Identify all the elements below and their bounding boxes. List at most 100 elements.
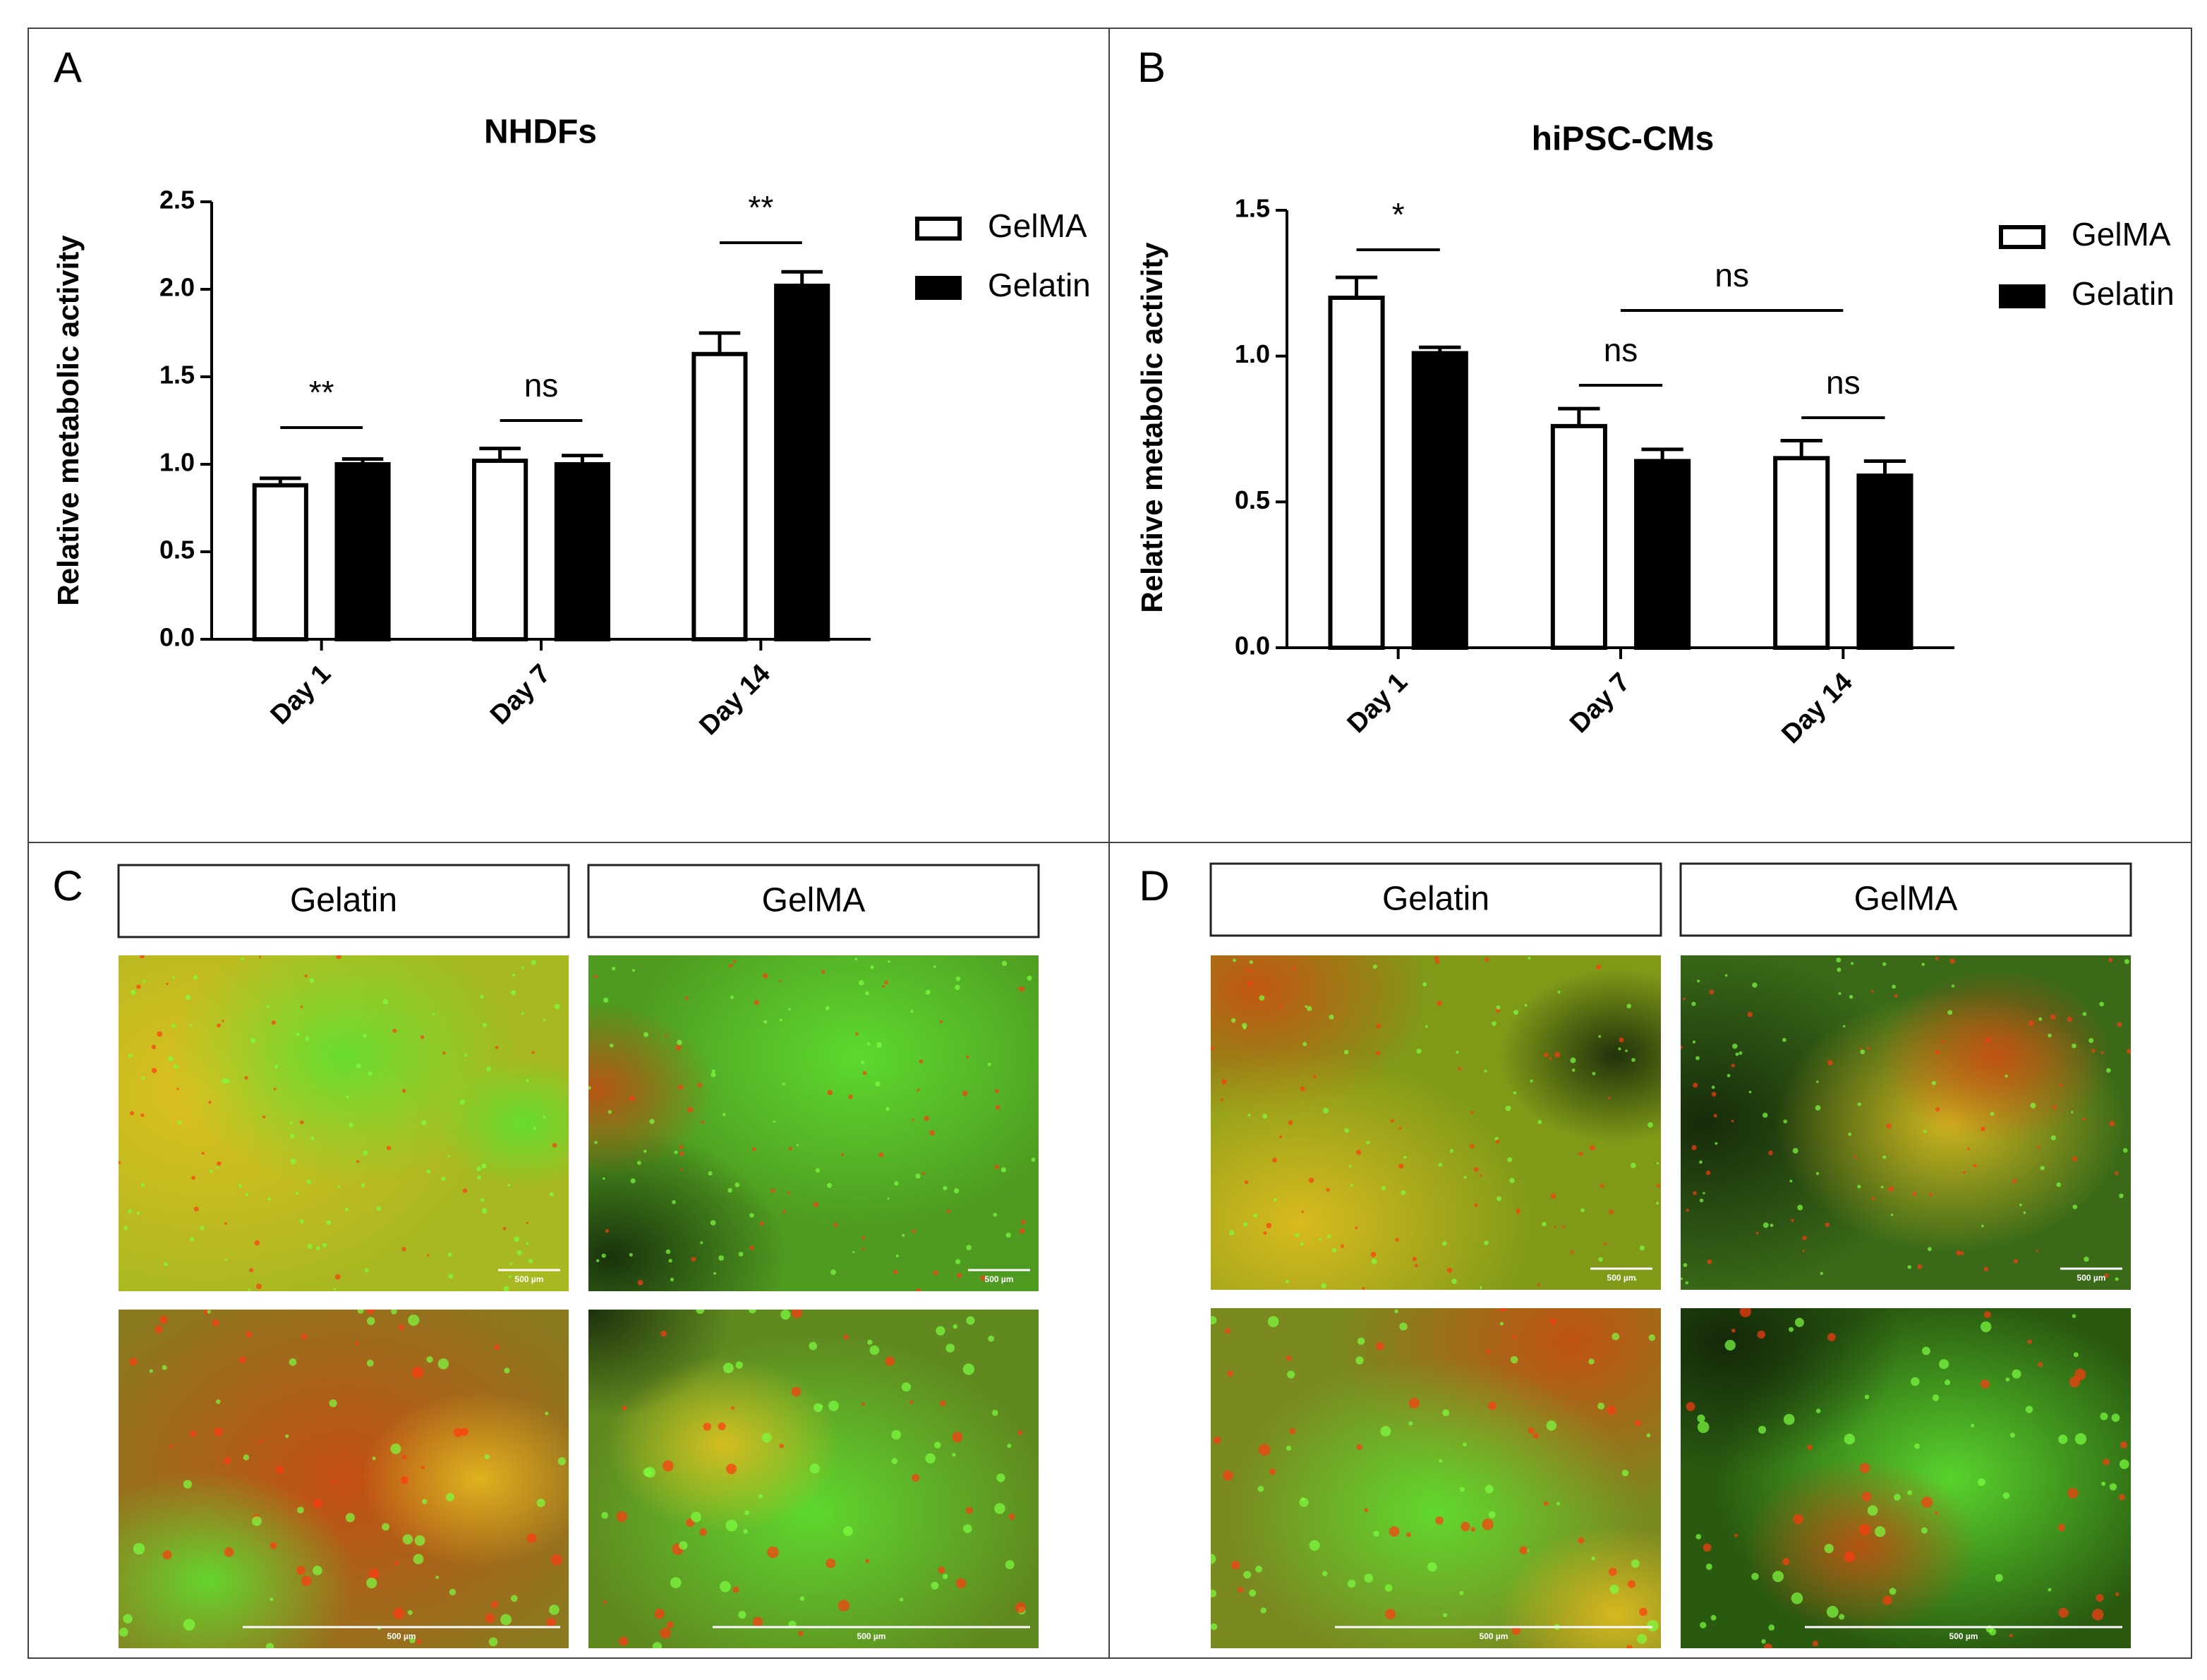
cell-dot [1482,1518,1494,1530]
cell-dot [416,1639,422,1645]
cell-dot [1438,1163,1443,1167]
cell-dot [136,1211,140,1216]
cell-dot [526,1242,529,1245]
y-tick-label: 1.0 [159,448,195,477]
cell-dot [536,1498,545,1508]
cell-dot [1486,1349,1491,1354]
cell-dot [1005,1232,1012,1238]
cell-dot [2082,1012,2087,1016]
cell-dot [663,1460,674,1472]
cell-dot [1608,1567,1617,1576]
cell-dot [1923,1130,1927,1133]
cell-dot [1882,1155,1887,1159]
cell-dot [1375,1051,1381,1056]
cell-dot [245,1192,249,1197]
cell-dot [129,1358,138,1366]
cell-dot [758,1494,763,1499]
column-header-box [1679,862,2132,937]
column-header: GelMA [762,882,866,919]
cell-dot [1783,1413,1795,1425]
cell-dot [1484,1240,1489,1245]
cell-dot [1691,1001,1696,1006]
cell-dot [759,1221,764,1226]
cell-dot [1323,1108,1329,1114]
cell-dot [301,1333,308,1340]
cell-dot [190,1024,193,1027]
cell-dot [421,1120,427,1125]
cell-dot [313,1499,322,1508]
cell-dot [171,1023,176,1029]
cell-dot [1279,1135,1283,1139]
micrograph-glow [1211,1049,1535,1290]
cell-dot [162,1365,167,1370]
cell-dot [1000,1167,1007,1173]
cell-dot [752,1616,763,1627]
cell-dot [1288,1120,1293,1125]
cell-dot [476,1166,481,1171]
cell-dot [2088,1038,2094,1044]
cell-dot [289,1358,297,1366]
cell-dot [159,1315,168,1324]
cell-dot [1530,1079,1533,1083]
cell-dot [1734,1533,1739,1537]
cell-dot [526,1221,529,1224]
cell-dot [675,1045,682,1051]
cell-dot [1357,1337,1365,1346]
cell-dot [1461,1521,1470,1532]
significance-label: ns [1826,364,1861,401]
cell-dot [509,1262,513,1266]
micrograph-glow [1499,968,1661,1143]
cell-dot [652,1642,663,1648]
cell-dot [1977,1477,1985,1486]
cell-dot [1312,1075,1317,1079]
cell-dot [1755,1231,1759,1235]
cell-dot [1247,1113,1251,1117]
cell-dot [244,1075,248,1080]
cell-dot [543,1018,546,1022]
cell-dot [1598,1034,1602,1038]
cell-dot [1364,1573,1374,1583]
cell-dot [1220,1098,1224,1101]
cell-dot [882,985,885,989]
cell-dot [711,1069,715,1073]
bar [1634,459,1691,650]
cell-dot [722,1362,734,1374]
bar [1550,423,1607,650]
cell-dot [1255,1565,1262,1573]
cell-dot [1892,984,1896,989]
cell-dot [1257,1485,1264,1492]
cell-dot [1355,1149,1362,1155]
cell-dot [521,966,524,969]
cell-dot [917,1088,920,1092]
cell-dot [1880,1185,1884,1189]
cell-dot [726,1463,737,1475]
cell-dot [201,1152,205,1155]
cell-dot [550,1554,562,1566]
cell-dot [1768,1624,1775,1631]
cell-dot [382,998,389,1005]
cell-dot [1762,1112,1768,1118]
cell-dot [885,1106,890,1111]
cell-dot [2126,1049,2131,1054]
cell-dot [622,1405,627,1410]
cell-dot [854,957,858,961]
cell-dot [1422,982,1427,987]
cell-dot [1612,1332,1620,1341]
cell-dot [902,1233,905,1237]
cell-dot [329,1399,337,1408]
cell-dot [1699,1198,1704,1203]
cell-dot [1544,1501,1549,1506]
cell-dot [1300,1242,1304,1246]
cell-dot [1921,1527,1928,1534]
cell-dot [1344,1128,1350,1133]
cell-dot [605,1228,610,1233]
cell-dot [876,1041,882,1048]
cell-dot [216,1166,219,1169]
cell-dot [1519,1546,1528,1554]
cell-dot [1757,1330,1765,1339]
cell-dot [174,1064,179,1070]
scale-bar-label: 500 µm [1480,1631,1508,1641]
cell-dot [1789,1327,1794,1332]
cell-dot [1005,1560,1015,1570]
cell-dot [1686,1402,1695,1411]
